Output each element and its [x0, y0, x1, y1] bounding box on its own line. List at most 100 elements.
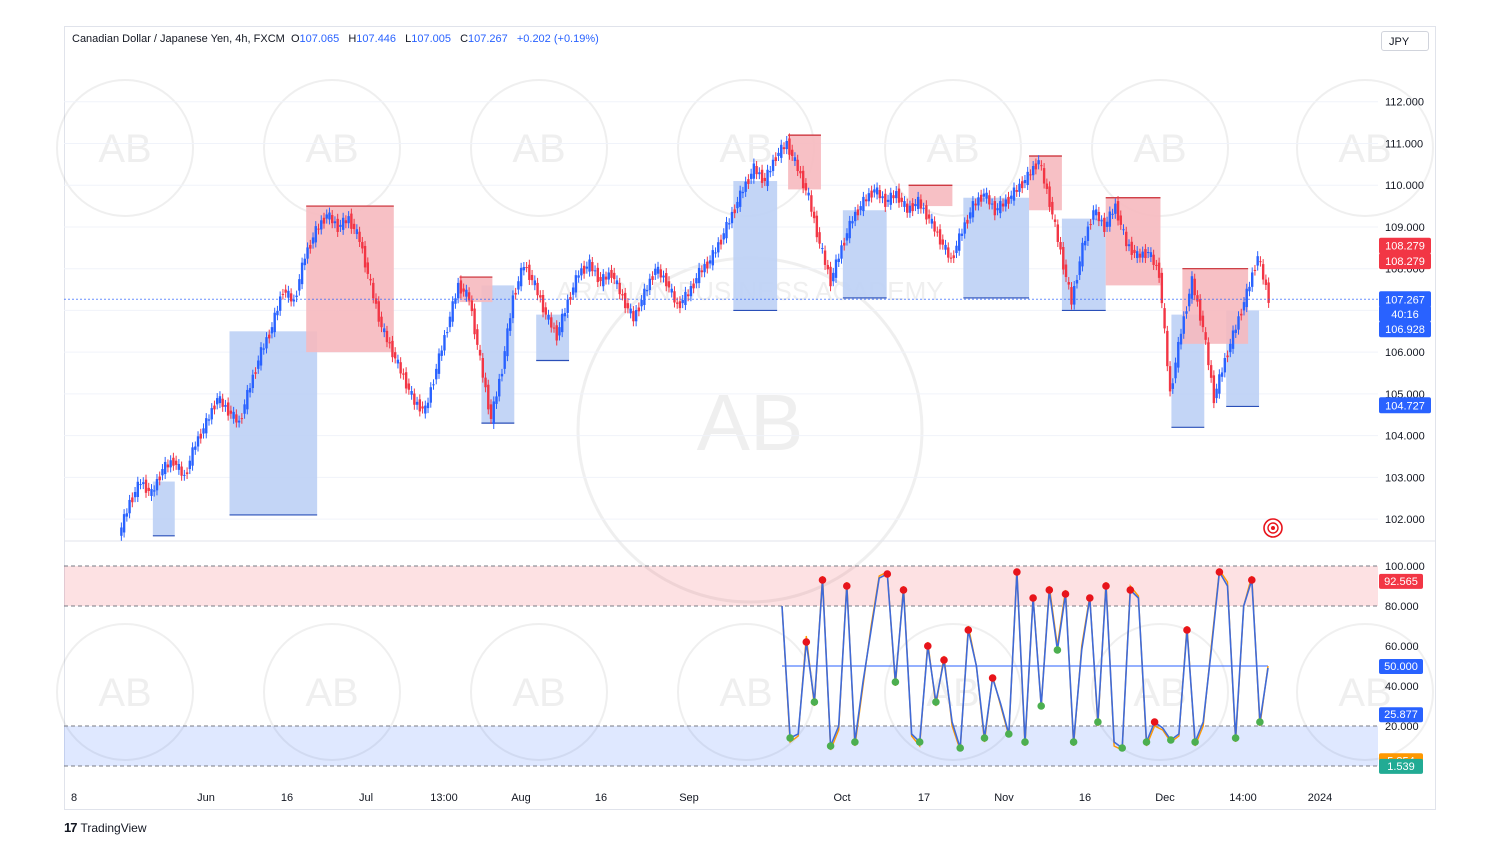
candle-body — [484, 377, 487, 388]
watermark-ring — [56, 623, 194, 761]
candle-body — [530, 274, 534, 281]
candle-body — [821, 248, 824, 250]
candle-body — [892, 195, 895, 199]
candle-body — [462, 288, 465, 292]
candle-body — [780, 144, 783, 158]
candle-body — [1073, 286, 1076, 305]
oscillator-pane[interactable] — [64, 565, 1378, 767]
candle-body — [1045, 183, 1049, 189]
time-tick-label: 14:00 — [1229, 792, 1257, 804]
candle-body — [947, 247, 950, 258]
candle-body — [689, 286, 693, 297]
candle-body — [591, 262, 594, 272]
candle-body — [873, 189, 876, 193]
candle-body — [574, 275, 578, 293]
supply-zone — [1029, 156, 1062, 211]
candle-body — [763, 177, 767, 182]
candle-body — [758, 172, 761, 175]
candle-body — [738, 190, 742, 207]
candle-body — [769, 171, 772, 173]
candle-body — [481, 358, 484, 378]
candle-body — [341, 217, 345, 230]
candle-body — [363, 245, 367, 268]
oscillator-peak-dot — [1248, 576, 1256, 584]
candle-body — [1267, 282, 1270, 303]
candle-body — [623, 292, 627, 309]
candle-body — [196, 436, 200, 447]
oscillator-peak-dot — [883, 570, 892, 578]
candle-body — [470, 300, 474, 312]
candle-body — [725, 221, 728, 239]
currency-selector-button[interactable]: JPY — [1381, 31, 1429, 51]
candle-body — [144, 479, 148, 493]
candle-body — [760, 169, 764, 183]
supply-zone — [459, 277, 493, 303]
candle-body — [413, 393, 416, 405]
candle-body — [552, 327, 556, 329]
candle-body — [818, 232, 821, 244]
tradingview-mark-icon: 17 — [64, 820, 78, 835]
time-tick-label: 17 — [918, 792, 930, 804]
candle-body — [692, 283, 695, 289]
oscillator-band — [64, 566, 1378, 606]
candle-body — [791, 149, 794, 156]
candle-body — [613, 272, 616, 280]
candle-body — [166, 464, 170, 468]
watermark-ring — [884, 623, 1022, 761]
candle-body — [317, 228, 320, 230]
candle-body — [1015, 190, 1018, 192]
candle-body — [1168, 366, 1172, 392]
candle-body — [467, 292, 471, 301]
tradingview-logo[interactable]: 17 TradingView — [64, 820, 147, 835]
candle-body — [1119, 215, 1122, 225]
candle-body — [1116, 201, 1120, 221]
oscillator-trough-dot — [1021, 738, 1029, 746]
candle-body — [599, 277, 602, 282]
supply-zone — [788, 135, 821, 190]
candle-body — [561, 313, 564, 333]
candle-body — [292, 299, 296, 302]
candle-body — [440, 350, 443, 356]
candle-body — [465, 289, 468, 297]
candle-body — [960, 233, 964, 236]
candle-body — [982, 193, 986, 197]
candle-body — [1209, 365, 1213, 378]
price-pane[interactable] — [64, 101, 1436, 542]
candle-body — [155, 479, 159, 491]
candle-body — [1259, 261, 1262, 263]
alert-target-icon[interactable] — [1263, 518, 1283, 538]
candle-body — [369, 278, 372, 281]
candle-body — [478, 349, 482, 356]
oscillator-peak-dot — [1126, 586, 1135, 594]
candle-body — [525, 267, 528, 269]
candle-body — [1029, 174, 1032, 176]
candle-body — [684, 291, 687, 306]
demand-zone — [963, 197, 1030, 298]
candle-body — [1218, 374, 1221, 394]
candle-body — [728, 223, 731, 225]
candle-body — [604, 276, 608, 280]
candle-body — [194, 446, 197, 450]
candle-body — [410, 390, 413, 395]
candle-body — [476, 329, 479, 345]
candle-body — [706, 261, 709, 269]
candle-body — [366, 262, 369, 274]
oscillator-trough-dot — [1094, 718, 1102, 726]
candle-body — [749, 173, 753, 179]
candle-body — [1155, 264, 1158, 266]
candle-body — [927, 214, 931, 219]
candle-body — [656, 266, 660, 274]
close-value: 107.267 — [468, 33, 508, 45]
candle-body — [454, 298, 457, 304]
candle-body — [870, 190, 873, 198]
candle-body — [352, 223, 356, 230]
candle-body — [435, 368, 438, 380]
candle-body — [320, 220, 323, 230]
price-badge-label: 104.727 — [1385, 400, 1425, 412]
candle-body — [183, 474, 186, 476]
oscillator-axis[interactable]: 100.000 80.000 60.000 40.000 20.000 — [1385, 561, 1425, 733]
oscillator-peak-dot — [1102, 582, 1110, 590]
watermark-ring — [1296, 623, 1434, 761]
time-axis[interactable]: 8 Jun 16 Jul 13:00 Aug 16 Sep Oct 17 Nov 16 Dec 14:00… — [71, 792, 1332, 804]
